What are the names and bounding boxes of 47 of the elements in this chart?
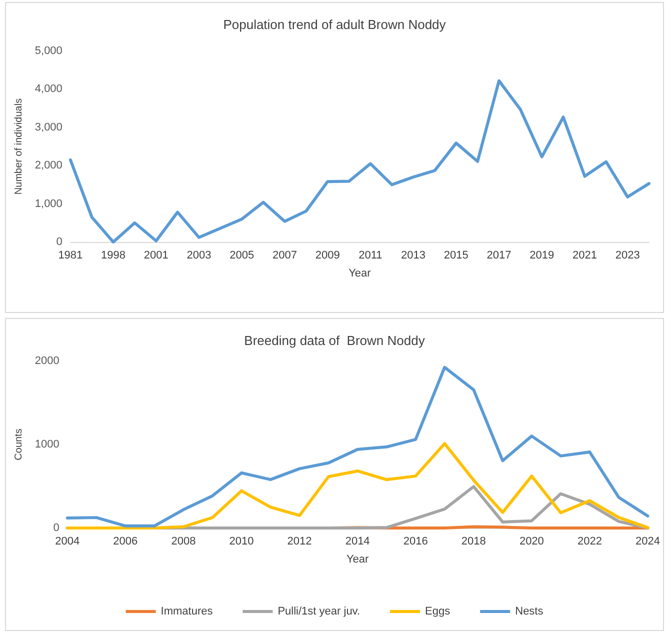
x-tick-label: 2014 <box>345 536 370 548</box>
x-tick-label: 2010 <box>229 536 254 548</box>
line-series <box>68 79 650 244</box>
y-tick-label: 2000 <box>34 355 60 367</box>
x-axis-title: Year <box>346 554 370 566</box>
x-tick-label: 2024 <box>636 536 660 548</box>
x-tick-label: 2009 <box>315 250 340 262</box>
y-tick-label: 0 <box>53 522 60 534</box>
x-tick-label: 2003 <box>186 250 212 262</box>
y-tick-label: 3,000 <box>34 121 62 134</box>
x-tick-label: 2006 <box>113 536 138 548</box>
x-tick-label: 2013 <box>401 250 426 262</box>
x-tick-label: 1998 <box>101 250 126 262</box>
y-axis-title: Counts <box>14 428 24 460</box>
x-tick-label: 2021 <box>572 250 597 262</box>
y-tick-label: 1000 <box>34 438 60 450</box>
x-tick-label: 2017 <box>486 250 512 262</box>
x-tick-label: 2018 <box>461 536 486 548</box>
x-tick-label: 2011 <box>358 250 382 262</box>
y-axis-title: Number of individuals <box>14 98 24 195</box>
legend-label: Nests <box>515 606 544 618</box>
line-series <box>66 442 650 530</box>
x-tick-label: 2012 <box>287 536 312 548</box>
y-tick-label: 0 <box>56 236 62 248</box>
chart-title: Breeding data of Brown Noddy <box>244 333 426 348</box>
legend-label: Eggs <box>425 606 451 618</box>
line-series <box>66 366 650 528</box>
y-tick-label: 1,000 <box>34 198 62 210</box>
legend-label: Immatures <box>160 606 214 618</box>
y-tick-label: 2,000 <box>34 160 62 172</box>
x-tick-label: 2020 <box>519 536 544 548</box>
legend-label: Pulli/1st year juv. <box>278 606 360 618</box>
x-tick-label: 2023 <box>615 250 640 262</box>
chart-title: Population trend of adult Brown Noddy <box>223 17 446 32</box>
x-tick-label: 2022 <box>577 536 602 548</box>
x-tick-label: 2007 <box>272 250 297 262</box>
x-tick-label: 2001 <box>144 250 168 262</box>
y-tick-label: 4,000 <box>34 83 62 96</box>
x-tick-label: 1981 <box>58 250 83 262</box>
x-tick-label: 2019 <box>530 250 554 262</box>
x-tick-label: 2004 <box>55 536 80 548</box>
x-tick-label: 2005 <box>230 250 254 262</box>
y-tick-label: 5,000 <box>34 45 62 57</box>
x-tick-label: 2016 <box>403 536 428 548</box>
x-axis-title: Year <box>348 268 372 280</box>
x-tick-label: 2015 <box>444 250 468 262</box>
x-tick-label: 2008 <box>171 536 196 548</box>
